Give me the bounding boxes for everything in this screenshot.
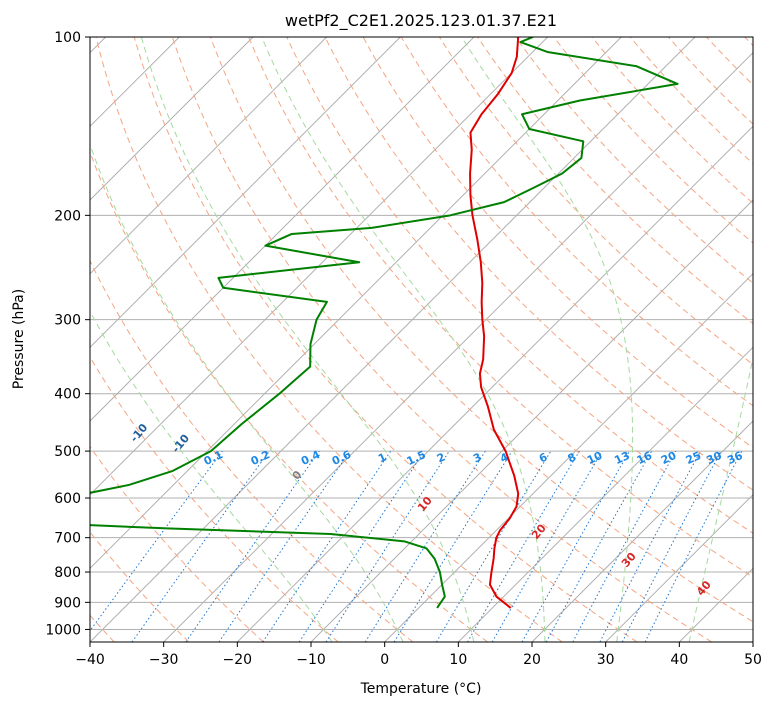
x-axis-ticks: −40 −30 −20 −10 0 10 20 30 40 50 — [75, 642, 762, 668]
temperature-profile-line — [469, 37, 520, 609]
isotherm-line — [90, 37, 696, 642]
dry-adiabat-line — [629, 37, 753, 165]
mixing-ratio-line — [435, 450, 552, 642]
isotherm-line — [531, 420, 753, 642]
dry-adiabat-line — [248, 37, 753, 578]
mixing-ratio-line — [491, 450, 603, 642]
isotherm-line — [90, 37, 549, 496]
y-tick-label: 900 — [54, 595, 81, 611]
mixing-ratio-line — [185, 450, 320, 642]
dry-adiabat-line — [400, 37, 753, 407]
mixing-ratio-line — [467, 450, 580, 642]
dry-adiabat-line — [515, 37, 753, 284]
moist-adiabats — [90, 37, 753, 642]
mixing-ratio-line — [364, 450, 486, 642]
y-tick-label: 800 — [54, 565, 81, 581]
mixing-ratio-line — [545, 450, 653, 642]
moist-adiabat-line — [261, 37, 546, 642]
dry-adiabat-line — [90, 445, 264, 642]
y-tick-label: 300 — [54, 313, 81, 329]
y-tick-label: 700 — [54, 531, 81, 547]
dry-adiabat-line — [171, 37, 712, 642]
moist-adiabat-line — [90, 310, 333, 642]
x-tick-label: 50 — [744, 652, 762, 668]
x-tick-label: −40 — [75, 652, 105, 668]
y-tick-label: 400 — [54, 387, 81, 403]
mixing-ratio-line — [90, 450, 223, 632]
dry-adiabat-line — [591, 37, 753, 204]
moist-adiabat-line — [90, 143, 404, 642]
sounding-profiles — [90, 37, 679, 609]
mixing-ratio-label: 36 — [725, 449, 745, 467]
mixing-ratio-line — [393, 450, 513, 642]
isotherm-line — [90, 37, 622, 570]
x-tick-label: 0 — [380, 652, 389, 668]
dry-adiabat-line — [362, 37, 753, 449]
y-tick-label: 600 — [54, 491, 81, 507]
isotherm-line — [236, 125, 753, 642]
dry-adiabat-line — [210, 37, 753, 623]
mixing-ratio-label: 16 — [635, 449, 655, 467]
y-axis-label: Pressure (hPa) — [11, 289, 27, 389]
mixing-ratio-label: 20 — [659, 449, 679, 467]
mixing-ratio-line — [521, 450, 630, 642]
x-tick-label: −20 — [223, 652, 253, 668]
dry-adiabat-line — [133, 37, 638, 642]
x-tick-label: −30 — [149, 652, 179, 668]
mixing-ratio-line — [131, 450, 270, 642]
isotherm-line — [605, 493, 753, 642]
plot-frame — [89, 36, 754, 643]
mixing-ratio-label: 10 — [585, 449, 605, 467]
mixing-ratio-label: 25 — [684, 449, 703, 467]
mixing-ratio-lines — [90, 450, 743, 642]
y-axis-ticks: 100 200 300 400 500 600 700 800 900 1000 — [45, 30, 90, 638]
dry-adiabat-line — [324, 37, 753, 491]
dry-adiabat-line — [95, 37, 563, 642]
isotherm-line — [90, 37, 475, 422]
y-tick-label: 100 — [54, 30, 81, 46]
x-tick-label: 40 — [670, 652, 688, 668]
isotherm-line — [384, 272, 753, 642]
y-tick-label: 1000 — [45, 622, 81, 638]
isotherm-line — [457, 346, 753, 642]
x-tick-label: −10 — [296, 652, 326, 668]
mixing-ratio-line — [325, 450, 450, 642]
isotherm-line — [90, 37, 254, 201]
moist-adiabat-line — [140, 37, 475, 642]
plot-area: 0.10.20.40.611.52346810131620253036-100-… — [90, 37, 753, 642]
moist-adiabat-line — [688, 355, 753, 642]
isotherm-line — [90, 37, 328, 275]
x-tick-label: 20 — [523, 652, 541, 668]
isotherm-line — [163, 51, 753, 642]
isotherm-line — [90, 37, 401, 349]
mixing-ratio-label: 13 — [612, 449, 631, 467]
mixing-ratio-label: 30 — [704, 449, 724, 467]
dry-adiabat-line — [90, 259, 414, 642]
x-tick-label: 10 — [449, 652, 467, 668]
y-tick-label: 200 — [54, 208, 81, 224]
x-tick-label: 30 — [597, 652, 615, 668]
y-tick-label: 500 — [54, 444, 81, 460]
dry-adiabat-line — [477, 37, 753, 325]
dry-adiabats — [90, 37, 753, 642]
chart-title: wetPf2_C2E1.2025.123.01.37.E21 — [285, 11, 557, 31]
mixing-ratio-line — [572, 450, 677, 642]
isobar-grid — [90, 37, 753, 630]
mixing-ratio-line — [218, 450, 351, 642]
isotherm-grid — [90, 37, 753, 642]
dewpoint-profile-line — [90, 37, 679, 609]
x-axis-label: Temperature (°C) — [360, 681, 482, 697]
